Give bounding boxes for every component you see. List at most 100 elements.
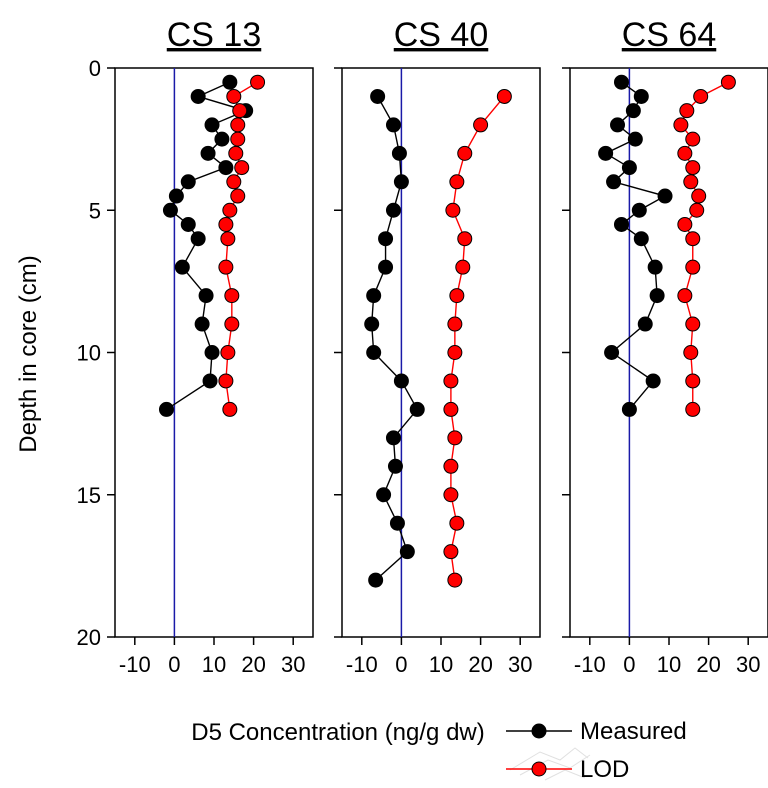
data-point-lod: [677, 288, 693, 304]
data-point-measured: [399, 544, 415, 560]
data-point-lod: [673, 117, 689, 133]
y-tick-label: 20: [77, 625, 101, 650]
faint-sketch-decoration: [509, 747, 591, 781]
panel-title: CS 40: [394, 16, 489, 54]
x-tick-label: 0: [623, 652, 635, 677]
data-point-lod: [691, 188, 707, 204]
data-point-lod: [685, 231, 701, 247]
data-point-measured: [366, 345, 382, 360]
data-point-measured: [633, 88, 649, 104]
data-point-lod: [449, 515, 465, 531]
data-point-measured: [385, 117, 401, 133]
data-point-measured: [214, 131, 230, 147]
data-point-measured: [631, 202, 647, 218]
data-point-lod: [443, 487, 459, 503]
data-point-lod: [220, 345, 236, 360]
x-tick-label: 10: [657, 652, 681, 677]
panel-1: CS 13 0 5 10 15 20 -10 0 10 20 30: [77, 16, 314, 677]
data-point-measured: [409, 401, 425, 417]
data-point-measured: [194, 316, 210, 332]
data-point-lod: [447, 430, 463, 446]
data-point-lod: [443, 401, 459, 417]
data-point-measured: [645, 373, 661, 389]
x-tick-label: 30: [736, 652, 760, 677]
panel-3: CS 64 -10 0 10 20 30: [562, 16, 768, 677]
data-point-measured: [625, 103, 641, 119]
y-tick-label: 15: [77, 483, 101, 508]
data-point-measured: [378, 231, 394, 247]
data-point-measured: [198, 288, 214, 304]
data-point-lod: [677, 216, 693, 232]
y-tick-label: 5: [89, 198, 101, 223]
data-point-lod: [455, 259, 471, 275]
data-point-lod: [685, 160, 701, 176]
data-point-lod: [226, 88, 242, 104]
data-point-lod: [447, 345, 463, 360]
data-point-lod: [496, 88, 512, 104]
data-point-measured: [190, 88, 206, 104]
data-point-lod: [228, 145, 244, 161]
data-point-measured: [598, 145, 614, 161]
x-tick-label: -10: [574, 652, 606, 677]
data-point-measured: [162, 202, 178, 218]
x-tick-label: 20: [468, 652, 492, 677]
x-tick-label: 30: [508, 652, 532, 677]
data-point-lod: [443, 458, 459, 474]
data-point-lod: [218, 373, 234, 389]
x-tick-label: -10: [346, 652, 378, 677]
data-point-lod: [224, 316, 240, 332]
data-point-measured: [190, 231, 206, 247]
data-point-lod: [449, 288, 465, 304]
data-point-measured: [604, 345, 620, 360]
data-point-measured: [364, 316, 380, 332]
legend-lod-marker: [531, 761, 547, 777]
series-line-measured: [166, 81, 248, 410]
data-point-lod: [720, 74, 736, 90]
data-point-measured: [393, 174, 409, 190]
legend: Measured LOD: [506, 718, 687, 783]
data-point-measured: [621, 160, 637, 176]
x-tick-label: 20: [241, 652, 265, 677]
data-point-measured: [174, 259, 190, 275]
data-point-lod: [473, 117, 489, 133]
data-point-lod: [222, 202, 238, 218]
x-tick-label: 10: [429, 652, 453, 677]
data-point-measured: [649, 288, 665, 304]
data-point-lod: [250, 74, 266, 90]
series-line-measured: [370, 96, 419, 581]
data-point-lod: [224, 288, 240, 304]
data-point-measured: [202, 373, 218, 389]
data-point-measured: [387, 458, 403, 474]
data-point-measured: [370, 88, 386, 104]
data-point-measured: [657, 188, 673, 204]
data-point-measured: [389, 515, 405, 531]
y-axis-label: Depth in core (cm): [15, 255, 42, 452]
data-point-measured: [200, 145, 216, 161]
data-point-measured: [158, 401, 174, 417]
data-point-lod: [230, 117, 246, 133]
data-point-measured: [627, 131, 643, 147]
data-point-lod: [220, 231, 236, 247]
data-point-measured: [204, 345, 220, 360]
data-point-lod: [685, 131, 701, 147]
data-point-measured: [633, 231, 649, 247]
data-point-lod: [457, 231, 473, 247]
y-tick-label: 10: [77, 341, 101, 366]
data-point-measured: [218, 160, 234, 176]
data-point-lod: [447, 572, 463, 588]
data-point-lod: [218, 216, 234, 232]
legend-label-lod: LOD: [580, 756, 629, 783]
data-point-lod: [218, 259, 234, 275]
data-point-measured: [610, 117, 626, 133]
data-point-lod: [685, 373, 701, 389]
data-point-lod: [683, 174, 699, 190]
data-point-lod: [679, 103, 695, 119]
x-tick-label: 0: [395, 652, 407, 677]
data-point-lod: [443, 373, 459, 389]
data-point-measured: [368, 572, 384, 588]
data-point-lod: [449, 174, 465, 190]
data-point-lod: [232, 103, 248, 119]
y-tick-label: 0: [89, 56, 101, 81]
data-point-measured: [376, 487, 392, 503]
